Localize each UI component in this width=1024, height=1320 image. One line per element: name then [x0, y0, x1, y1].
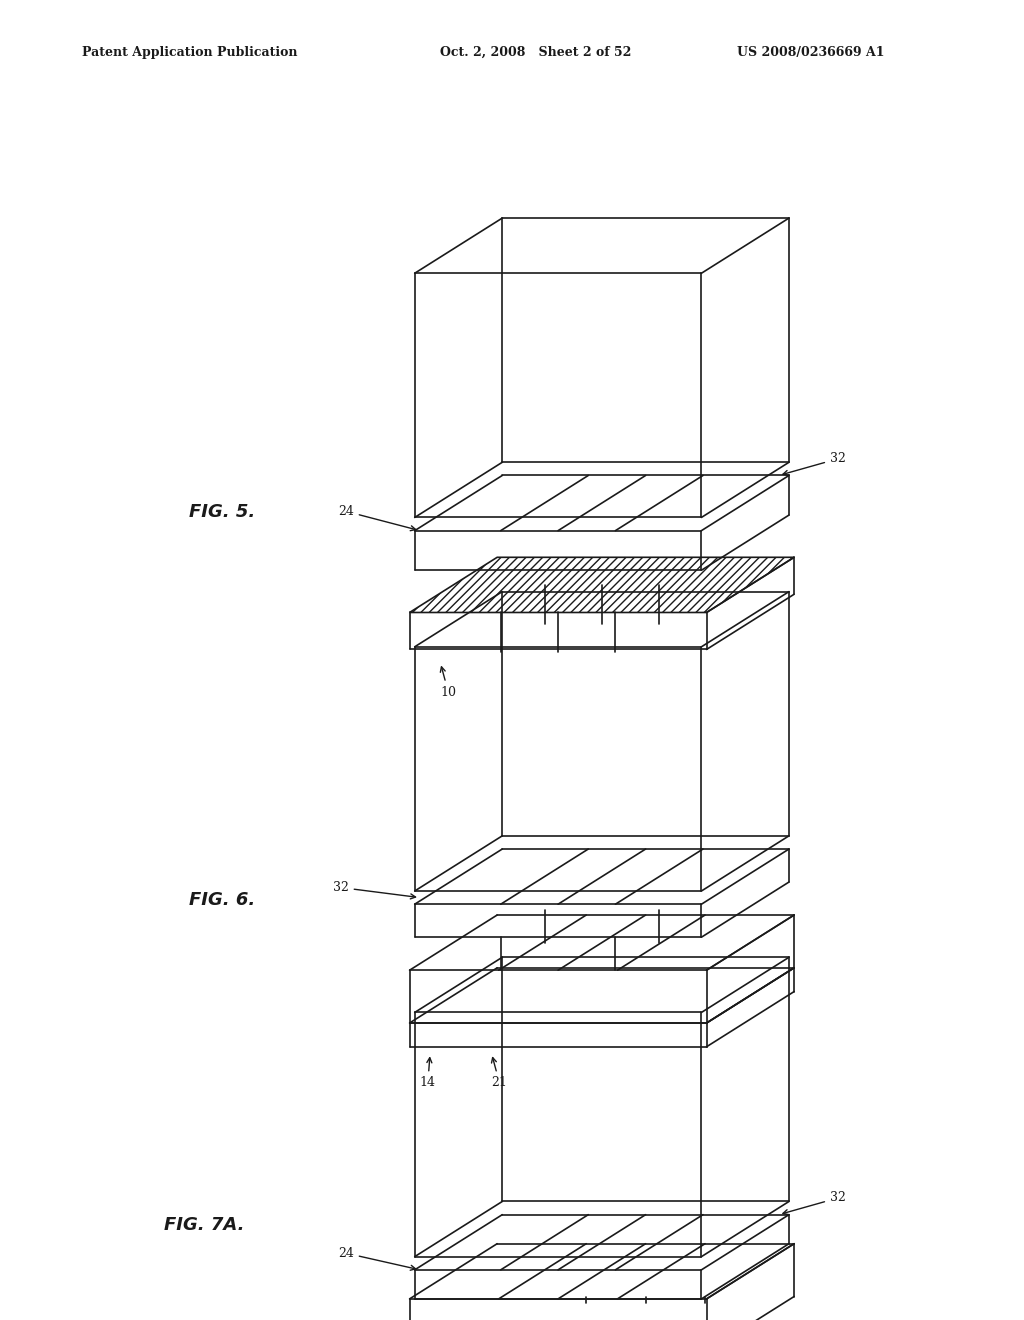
Text: 14: 14	[420, 1057, 436, 1089]
Text: 21: 21	[492, 1057, 508, 1089]
Text: 24: 24	[338, 1246, 416, 1270]
Text: FIG. 6.: FIG. 6.	[189, 891, 256, 909]
Text: 32: 32	[783, 453, 846, 475]
Text: Oct. 2, 2008   Sheet 2 of 52: Oct. 2, 2008 Sheet 2 of 52	[440, 46, 632, 59]
Text: 24: 24	[338, 504, 416, 531]
Text: FIG. 5.: FIG. 5.	[189, 503, 256, 521]
Polygon shape	[410, 557, 795, 612]
Text: FIG. 7A.: FIG. 7A.	[164, 1216, 245, 1234]
Text: Patent Application Publication: Patent Application Publication	[82, 46, 297, 59]
Text: 32: 32	[783, 1192, 846, 1214]
Text: US 2008/0236669 A1: US 2008/0236669 A1	[737, 46, 885, 59]
Text: 10: 10	[440, 667, 457, 698]
Text: 32: 32	[333, 880, 416, 899]
